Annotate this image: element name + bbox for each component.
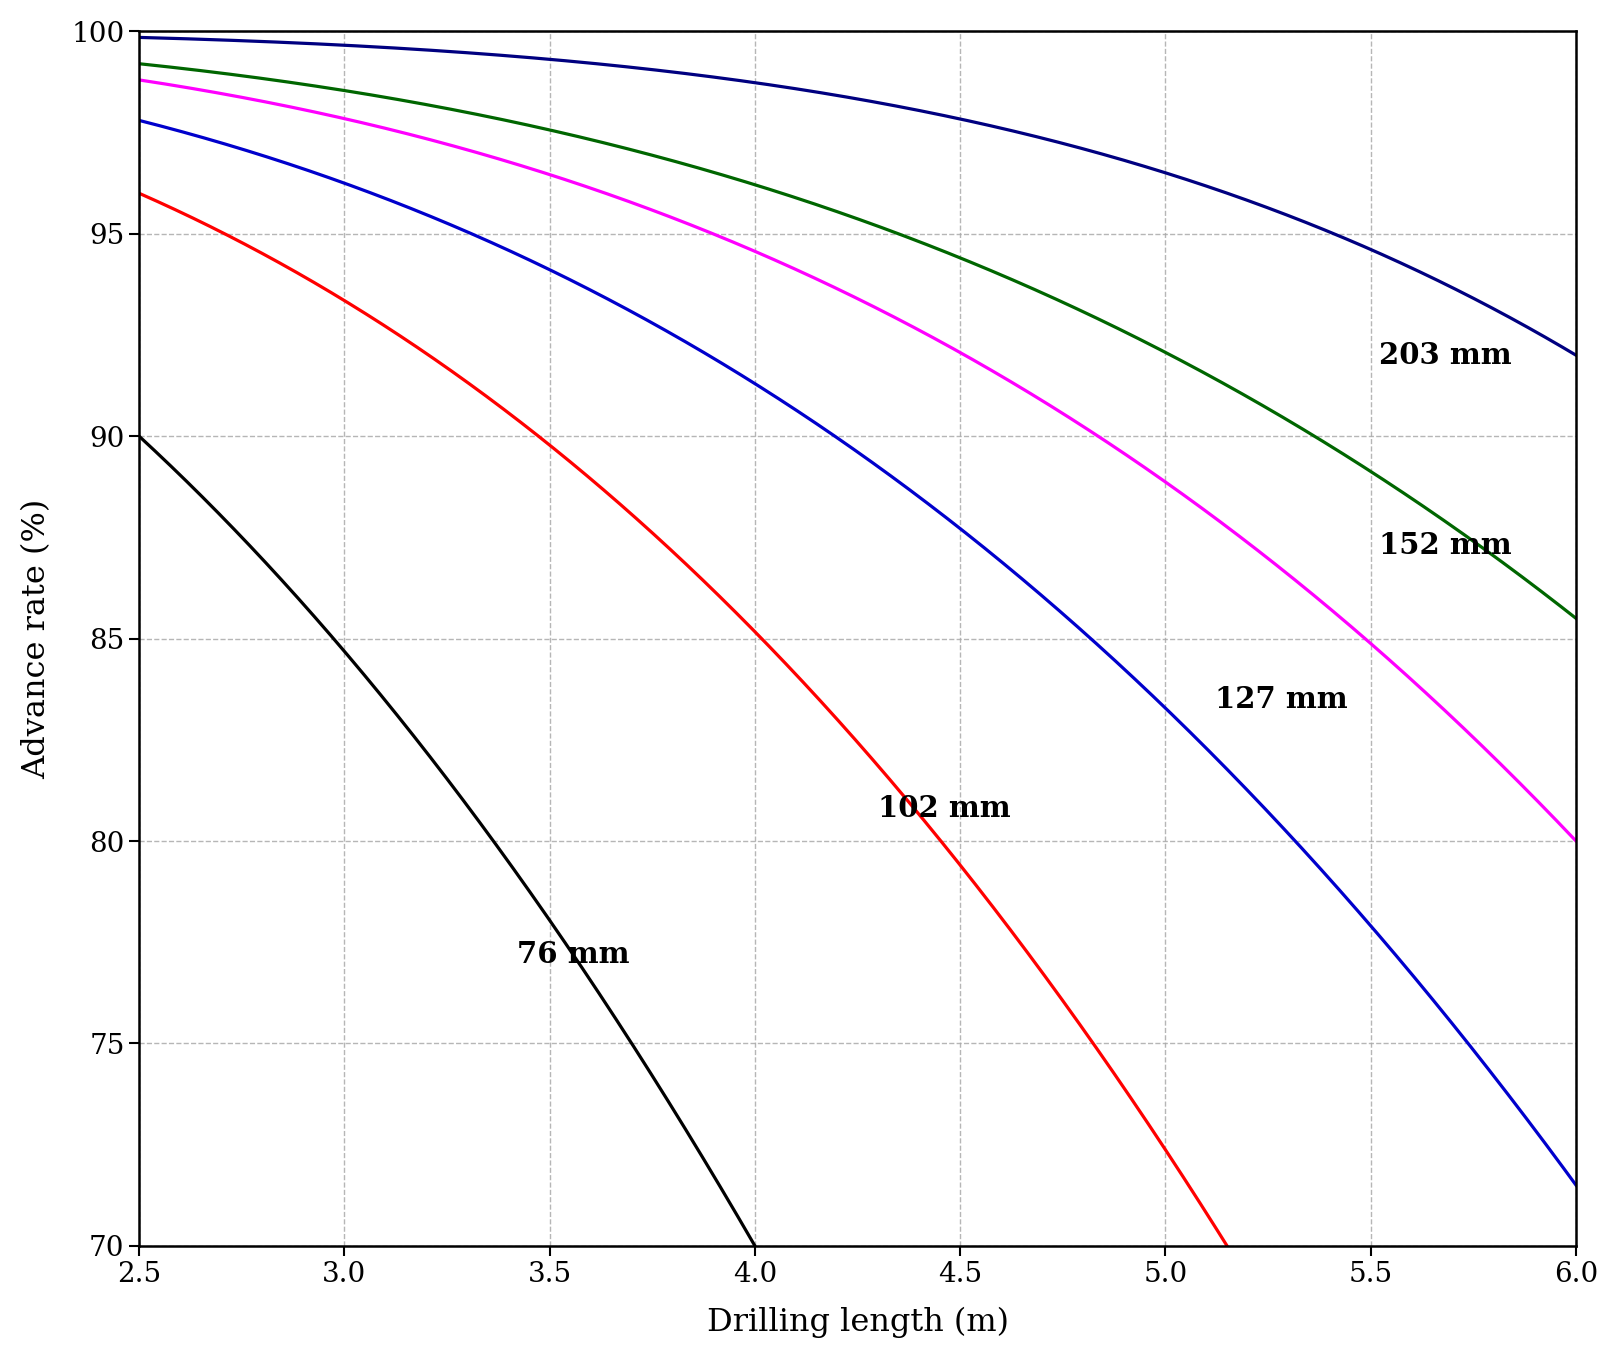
Text: 76 mm: 76 mm [516,940,630,969]
Text: 152 mm: 152 mm [1379,531,1512,560]
Text: 102 mm: 102 mm [877,794,1010,824]
X-axis label: Drilling length (m): Drilling length (m) [706,1307,1009,1339]
Text: 203 mm: 203 mm [1379,341,1512,370]
Y-axis label: Advance rate (%): Advance rate (%) [21,499,52,779]
Text: 127 mm: 127 mm [1214,685,1347,713]
